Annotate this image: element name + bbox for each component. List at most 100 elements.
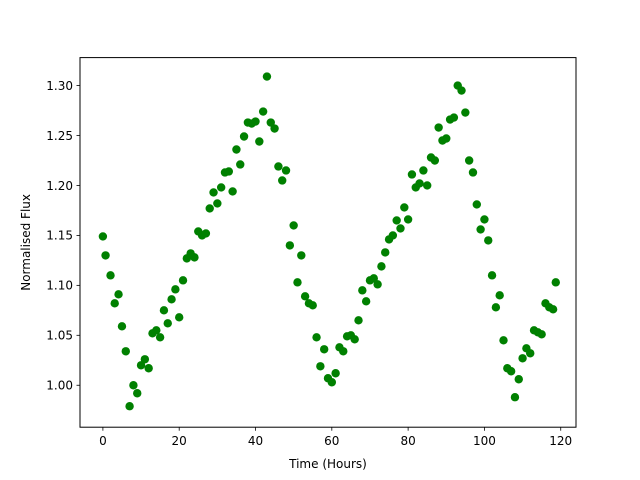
data-point [316, 362, 325, 371]
data-point [491, 303, 501, 312]
data-point [110, 299, 119, 308]
data-point [457, 86, 466, 95]
data-point [155, 333, 165, 342]
data-point [190, 253, 199, 262]
y-tick-label: 1.20 [46, 179, 73, 193]
data-point [236, 160, 245, 169]
x-tick-label: 60 [324, 434, 339, 448]
data-point [262, 72, 272, 81]
data-point [403, 215, 413, 224]
data-point [258, 107, 268, 116]
data-point [98, 232, 108, 241]
data-point [232, 145, 241, 154]
x-tick-label: 20 [172, 434, 187, 448]
data-point [331, 369, 340, 378]
data-point [159, 306, 169, 315]
data-point [239, 132, 249, 141]
x-axis-ticks: 0 20 40 60 80 100 120 [99, 427, 572, 448]
data-point [167, 295, 176, 304]
data-point [548, 305, 558, 314]
data-point [144, 364, 153, 373]
data-point [209, 188, 218, 197]
data-point [281, 166, 291, 175]
data-point [354, 316, 363, 325]
data-point [133, 389, 142, 398]
data-point [419, 166, 428, 175]
data-point [350, 335, 359, 344]
data-point [487, 271, 497, 280]
x-tick-label: 40 [248, 434, 263, 448]
data-point [266, 118, 275, 127]
data-point [377, 262, 386, 271]
y-tick-label: 1.15 [46, 229, 73, 243]
data-point [278, 176, 287, 185]
data-point [537, 330, 546, 339]
data-point [297, 251, 306, 260]
data-point [285, 241, 295, 250]
data-point [495, 291, 504, 300]
data-point [213, 199, 222, 208]
x-tick-label: 100 [473, 434, 496, 448]
data-point [392, 216, 401, 225]
data-point [468, 168, 478, 177]
data-point [129, 381, 138, 390]
data-point [430, 156, 440, 165]
data-point [171, 285, 180, 294]
data-points [98, 72, 560, 411]
y-axis-label: Normalised Flux [19, 194, 33, 291]
y-axis-ticks: 1.00 1.05 1.10 1.15 1.20 1.25 1.30 [46, 79, 80, 393]
data-point [361, 297, 371, 306]
data-point [140, 355, 150, 364]
data-point [175, 313, 184, 322]
data-point [293, 278, 302, 287]
data-point [476, 225, 485, 234]
data-point [369, 274, 378, 283]
data-point [136, 361, 146, 370]
y-tick-label: 1.30 [46, 79, 73, 93]
data-point [125, 402, 134, 411]
data-point [106, 271, 115, 280]
data-point [510, 393, 520, 402]
data-point [434, 123, 443, 132]
data-point [423, 181, 432, 190]
data-point [506, 367, 516, 376]
data-point [415, 179, 424, 188]
data-point [499, 336, 508, 345]
data-point [289, 221, 298, 230]
y-tick-label: 1.05 [46, 329, 73, 343]
data-point [163, 319, 172, 328]
data-point [381, 248, 390, 257]
data-point [484, 236, 493, 245]
data-point [396, 224, 405, 233]
data-point [449, 113, 459, 122]
data-point [319, 345, 329, 354]
data-point [472, 200, 481, 209]
data-point [327, 378, 337, 387]
x-tick-label: 0 [99, 434, 107, 448]
data-point [373, 280, 382, 289]
data-point [274, 162, 283, 171]
data-point [205, 204, 214, 213]
data-point [101, 251, 110, 260]
data-point [551, 278, 560, 287]
y-tick-label: 1.00 [46, 379, 73, 393]
x-tick-label: 120 [549, 434, 572, 448]
data-point [270, 124, 279, 133]
data-point [114, 290, 123, 299]
x-axis-label: Time (Hours) [288, 457, 367, 471]
data-point [514, 375, 523, 384]
data-point [358, 286, 367, 295]
x-tick-label: 80 [400, 434, 415, 448]
data-point [255, 137, 264, 146]
data-point [121, 347, 130, 356]
data-point [152, 326, 161, 335]
data-point [400, 203, 409, 212]
data-point [526, 349, 535, 358]
y-tick-label: 1.10 [46, 279, 73, 293]
data-point [442, 134, 451, 143]
data-point [216, 183, 226, 192]
data-point [251, 117, 260, 126]
y-tick-label: 1.25 [46, 129, 73, 143]
data-point [339, 347, 348, 356]
